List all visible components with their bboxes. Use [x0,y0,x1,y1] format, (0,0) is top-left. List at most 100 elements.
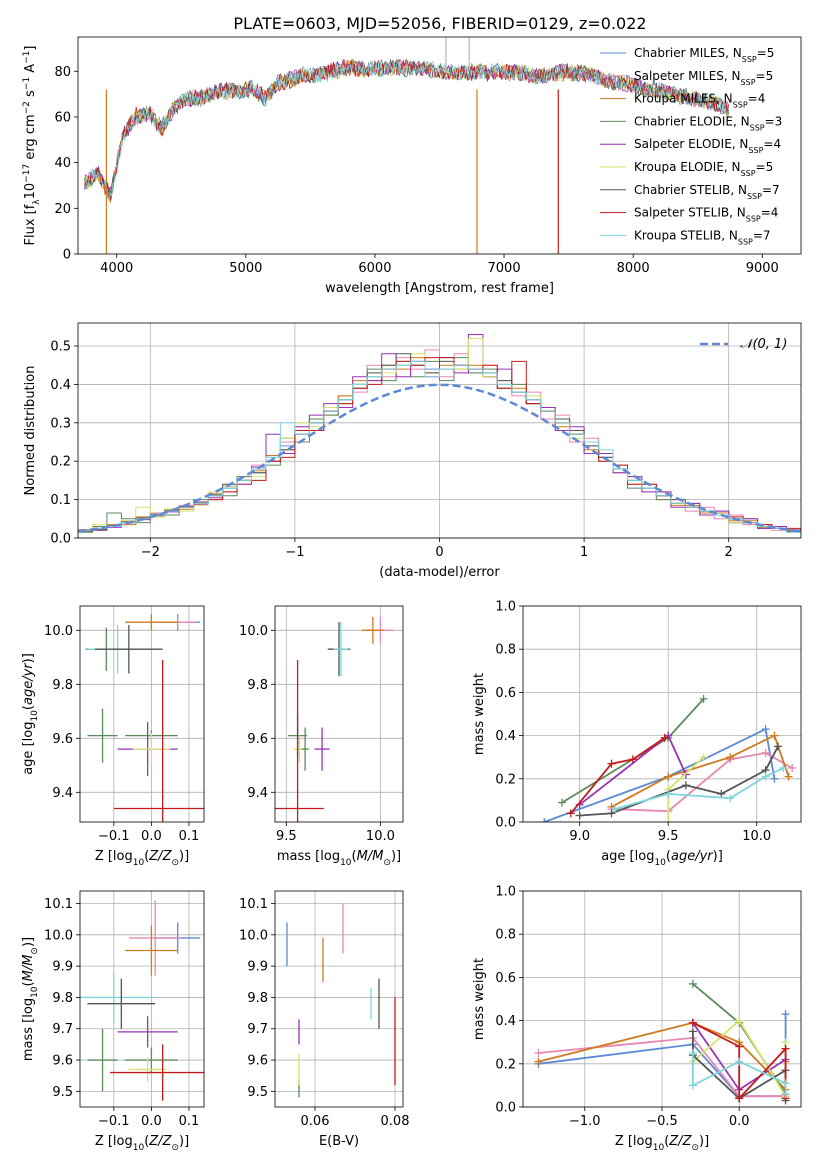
y-tick-label: 0.0 [495,816,516,831]
x-tick-label: 2 [725,545,733,560]
y-tick-label: 0.4 [50,378,71,393]
weight-marker [735,1042,744,1051]
error-bar-point [95,624,163,674]
x-tick-label: 7000 [488,261,521,276]
x-axis-label: Z [log10(Z/Z⊙)] [95,849,189,868]
legend: Chabrier MILES, NSSP=5 Salpeter MILES, NS… [600,46,782,246]
y-tick-label: 0.2 [50,455,71,470]
weight-marker [699,694,708,703]
y-tick-label: 9.6 [247,1054,268,1069]
y-axis-label: mass [log10(M/M⊙)] [21,937,40,1061]
weight-marker [688,979,697,988]
y-tick-label: 9.5 [52,1085,73,1100]
panel-residual-hist: −2 −1 0 1 2 0.0 0.1 0.2 0.3 0.4 0.5 (data-model)/er… [23,322,802,580]
axes-frame [274,605,404,823]
weight-marker [628,755,637,764]
legend-entry: Salpeter ELODIE, NSSP=4 [634,137,781,155]
plot-area [534,979,790,1105]
axes-frame [274,890,404,1108]
panel-mass-vs-z: −0.1 0.0 0.1 9.5 9.6 9.7 9.8 9.9 10.0 10.1 Z [log1… [21,890,205,1153]
y-tick-label: 10.0 [44,928,73,943]
x-tick-label: 5000 [229,261,262,276]
weight-marker [770,774,779,783]
weight-marker [611,805,620,814]
x-tick-label: 4000 [100,261,133,276]
weight-marker [770,731,779,740]
weight-marker [784,772,793,781]
x-tick-label: 9000 [746,261,779,276]
x-axis-label: wavelength [Angstrom, rest frame] [325,281,554,296]
error-bar-point [87,1028,118,1092]
y-tick-label: 0.4 [495,729,516,744]
weight-marker [664,772,673,781]
x-tick-label: −0.1 [98,1114,130,1129]
y-tick-label: 0.8 [495,928,516,943]
error-bar-point [301,727,309,771]
y-tick-label: 0.0 [50,532,71,547]
spectrum-line [84,59,730,200]
x-axis-label: mass [log10(M/M⊙)] [277,849,401,868]
weight-marker [761,772,770,781]
panel-spectrum: 4000 5000 6000 7000 8000 9000 0 20 40 60 80 wavelen… [22,36,802,296]
plot-area [85,614,204,822]
x-axis-label: Z [log10(Z/Z⊙)] [95,1134,189,1153]
x-tick-label: 0.0 [729,1114,750,1129]
error-bar-point [87,978,156,1029]
error-bar-point [128,900,182,976]
error-bar-point [333,622,349,677]
error-bar-point [314,727,330,771]
weight-marker [681,781,690,790]
y-tick-label: 0.2 [495,772,516,787]
error-bar-point [117,1016,178,1048]
x-tick-label: 8000 [617,261,650,276]
weight-marker [540,818,549,822]
y-tick-label: 9.6 [52,1054,73,1069]
y-tick-label: 40 [54,156,71,171]
y-tick-label: 0.0 [495,1101,516,1116]
panel-age-vs-z: −0.1 0.0 0.1 9.4 9.6 9.8 10.0 Z [log10(Z/Z⊙)] ag… [21,605,205,868]
axes-frame [522,605,802,823]
weight-marker [699,753,708,762]
error-bar-point [113,660,204,822]
y-tick-label: 9.4 [247,786,268,801]
y-tick-label: 9.5 [247,1085,268,1100]
x-axis-label: (data-model)/error [379,565,500,580]
legend-entry: Chabrier MILES, NSSP=5 [634,46,774,64]
weight-marker [781,1090,790,1099]
x-tick-label: 10.0 [742,829,771,844]
panel-age-vs-mass: 9.5 10.0 9.4 9.6 9.8 10.0 mass [log10(M/M⊙)] [239,605,404,868]
y-tick-label: 10.1 [239,897,268,912]
x-tick-label: 0 [435,545,443,560]
error-bar-point [275,660,324,822]
weight-marker [534,1057,543,1066]
x-tick-label: 10.0 [366,829,395,844]
weight-marker [735,1016,744,1025]
y-axis-label: mass weight [472,958,487,1040]
y-tick-label: 10.0 [239,624,268,639]
legend-entry: Salpeter MILES, NSSP=5 [634,69,773,87]
weight-marker [781,1010,790,1019]
legend-entry: Chabrier ELODIE, NSSP=3 [634,114,782,131]
plot-area [78,334,801,538]
x-tick-label: −0.1 [98,829,130,844]
y-tick-label: 0.3 [50,416,71,431]
error-bar-point [87,708,118,763]
panel-weight-vs-age: 9.0 9.5 10.0 0.0 0.2 0.4 0.6 0.8 1.0 age [log10(a… [472,600,802,868]
weight-line [538,1036,786,1098]
error-bar-point [125,925,178,976]
y-tick-label: 0.6 [495,686,516,701]
weight-marker [781,1044,790,1053]
y-tick-label: 10.0 [239,928,268,943]
x-axis-label: age [log10(age/yr)] [601,849,723,868]
x-tick-label: 1 [580,545,588,560]
histogram-step [78,360,801,538]
axes-frame [79,605,205,823]
y-tick-label: 9.6 [52,732,73,747]
weight-marker [664,789,673,798]
plot-area [540,694,797,822]
weight-marker [788,764,797,772]
error-bar-point [125,1047,178,1073]
y-tick-label: 9.8 [52,991,73,1006]
x-tick-label: −1.0 [569,1114,601,1129]
panel-weight-vs-z: −1.0 −0.5 0.0 0.0 0.2 0.4 0.6 0.8 1.0 Z [log10(Z/… [472,885,802,1153]
